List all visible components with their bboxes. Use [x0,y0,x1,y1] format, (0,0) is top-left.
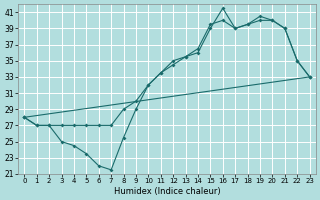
X-axis label: Humidex (Indice chaleur): Humidex (Indice chaleur) [114,187,220,196]
